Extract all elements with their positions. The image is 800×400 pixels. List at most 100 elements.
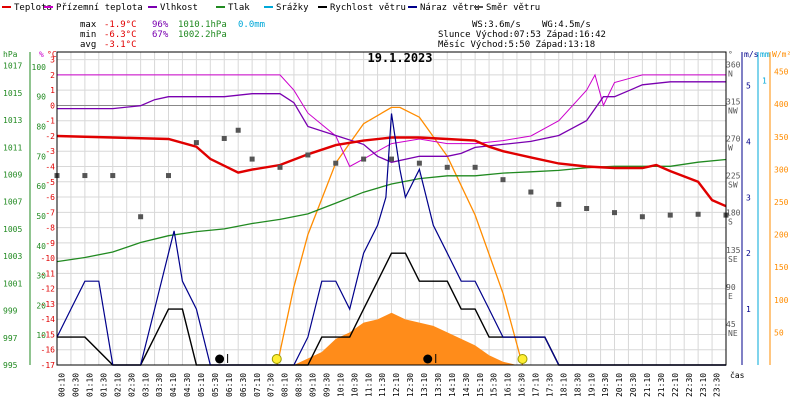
- time-tick: 09:10: [309, 373, 318, 397]
- time-tick: 20:30: [629, 373, 638, 397]
- moonrise-marker: [215, 354, 225, 364]
- time-tick: 12:30: [406, 373, 415, 397]
- axes: hPa% °C9959979991001100310051007100910111…: [3, 50, 791, 397]
- solar-tick: 150: [774, 263, 789, 272]
- pressure-line: [56, 158, 727, 263]
- pressure-tick: 1013: [3, 116, 22, 125]
- direction-tick-name: W: [728, 144, 733, 153]
- temperature-tick: -9: [45, 239, 55, 248]
- time-tick: 22:10: [671, 373, 680, 397]
- time-tick: 16:30: [518, 373, 527, 397]
- time-tick: 07:30: [267, 373, 276, 397]
- wind-direction-point: [667, 212, 673, 218]
- pressure-tick: 1009: [3, 170, 22, 179]
- solar-tick: 100: [774, 296, 789, 305]
- wind-direction-point: [444, 164, 450, 170]
- info-wg: WG:4.5m/s: [542, 20, 591, 30]
- wind-direction-point: [333, 160, 339, 166]
- time-tick: 00:10: [58, 373, 67, 397]
- humidity-tick: 90: [36, 93, 46, 102]
- humidity-line: [57, 81, 726, 163]
- wind-direction-point: [612, 210, 617, 216]
- direction-tick: 270: [726, 135, 741, 144]
- humidity-tick: 50: [36, 212, 46, 221]
- temperature-tick: -10: [41, 254, 56, 263]
- temperature-tick: 0: [50, 101, 55, 110]
- solar-tick: 200: [774, 231, 789, 240]
- solar-tick: 450: [774, 68, 789, 77]
- time-tick: 00:30: [72, 373, 81, 397]
- solar-tick: 250: [774, 198, 789, 207]
- direction-tick: 90: [726, 283, 736, 292]
- legend-label: Vlhkost: [160, 3, 198, 13]
- humidity-tick: 60: [36, 182, 46, 191]
- time-tick: 03:10: [141, 373, 150, 397]
- time-tick: 19:30: [601, 373, 610, 397]
- time-tick: 12:10: [392, 373, 401, 397]
- solar-tick: 50: [774, 328, 784, 337]
- stat-min-temp: -6.3°C: [104, 30, 137, 40]
- time-tick: 08:10: [281, 373, 290, 397]
- wind-direction-point: [528, 189, 534, 195]
- pressure-tick: 1003: [3, 252, 22, 261]
- sunrise-marker: [271, 354, 282, 364]
- stat-min-press: 1002.2hPa: [178, 30, 227, 40]
- time-tick: 04:30: [183, 373, 192, 397]
- wind-direction-point: [221, 135, 227, 141]
- time-tick: 23:30: [713, 373, 722, 397]
- stat-max-rain: 0.0mm: [238, 20, 265, 30]
- wind-direction-point: [361, 156, 367, 162]
- direction-tick-name: E: [728, 292, 733, 301]
- temperature-tick: -5: [45, 178, 55, 187]
- stat-min-label: min: [80, 30, 96, 40]
- direction-tick: 225: [726, 172, 741, 181]
- temperature-line: [56, 134, 727, 208]
- temperature-tick: -3: [45, 147, 55, 156]
- moonset-marker: [423, 354, 433, 364]
- time-tick: 23:10: [699, 373, 708, 397]
- wind-direction-point: [416, 160, 422, 166]
- direction-tick: 360: [726, 60, 741, 69]
- direction-tick-name: SE: [728, 255, 738, 264]
- pressure-tick: 997: [3, 334, 18, 343]
- time-tick: 16:10: [504, 373, 513, 397]
- legend-label: Náraz větru: [420, 3, 480, 13]
- time-tick: 22:30: [685, 373, 694, 397]
- temperature-tick: 3: [50, 56, 55, 65]
- pressure-axis-label: hPa: [3, 50, 18, 59]
- info-moon: Měsíc Východ:5:50 Západ:13:18: [438, 40, 595, 50]
- legend-label: Srážky: [276, 3, 309, 13]
- wind-direction-point: [639, 214, 645, 220]
- wind-tick: 1: [746, 305, 751, 314]
- pressure-tick: 999: [3, 307, 18, 316]
- wind-direction-point: [695, 211, 701, 217]
- direction-tick-name: SW: [728, 181, 738, 190]
- wind-direction-point: [305, 152, 311, 158]
- time-tick: 06:30: [239, 373, 248, 397]
- wind-direction-point: [110, 173, 116, 179]
- time-tick: 11:30: [378, 373, 387, 397]
- wind-direction-point: [249, 156, 255, 162]
- pressure-tick: 1015: [3, 89, 22, 98]
- rain-axis-label: mm: [760, 50, 770, 59]
- time-tick: 21:30: [657, 373, 666, 397]
- stat-max-label: max: [80, 20, 97, 30]
- humidity-tick: 100: [32, 63, 47, 72]
- info-block: WS:3.6m/s WG:4.5m/s Slunce Východ:07:53 …: [438, 20, 606, 50]
- humidity-tick: 70: [36, 152, 46, 161]
- pressure-tick: 1017: [3, 62, 22, 71]
- temperature-tick: -15: [41, 330, 56, 339]
- time-tick: 08:30: [295, 373, 304, 397]
- temperature-tick: -12: [41, 285, 56, 294]
- wind-direction-point: [138, 214, 144, 220]
- ground-temperature-line: [57, 73, 726, 168]
- direction-tick-name: N: [728, 69, 733, 78]
- time-tick: 01:10: [86, 373, 95, 397]
- legend-label: Teplota: [14, 3, 52, 13]
- time-tick: 01:30: [99, 373, 108, 397]
- time-tick: 10:30: [350, 373, 359, 397]
- legend-label: Přízemní teplota: [56, 3, 143, 13]
- time-tick: 13:30: [434, 373, 443, 397]
- temperature-tick: -16: [41, 346, 56, 355]
